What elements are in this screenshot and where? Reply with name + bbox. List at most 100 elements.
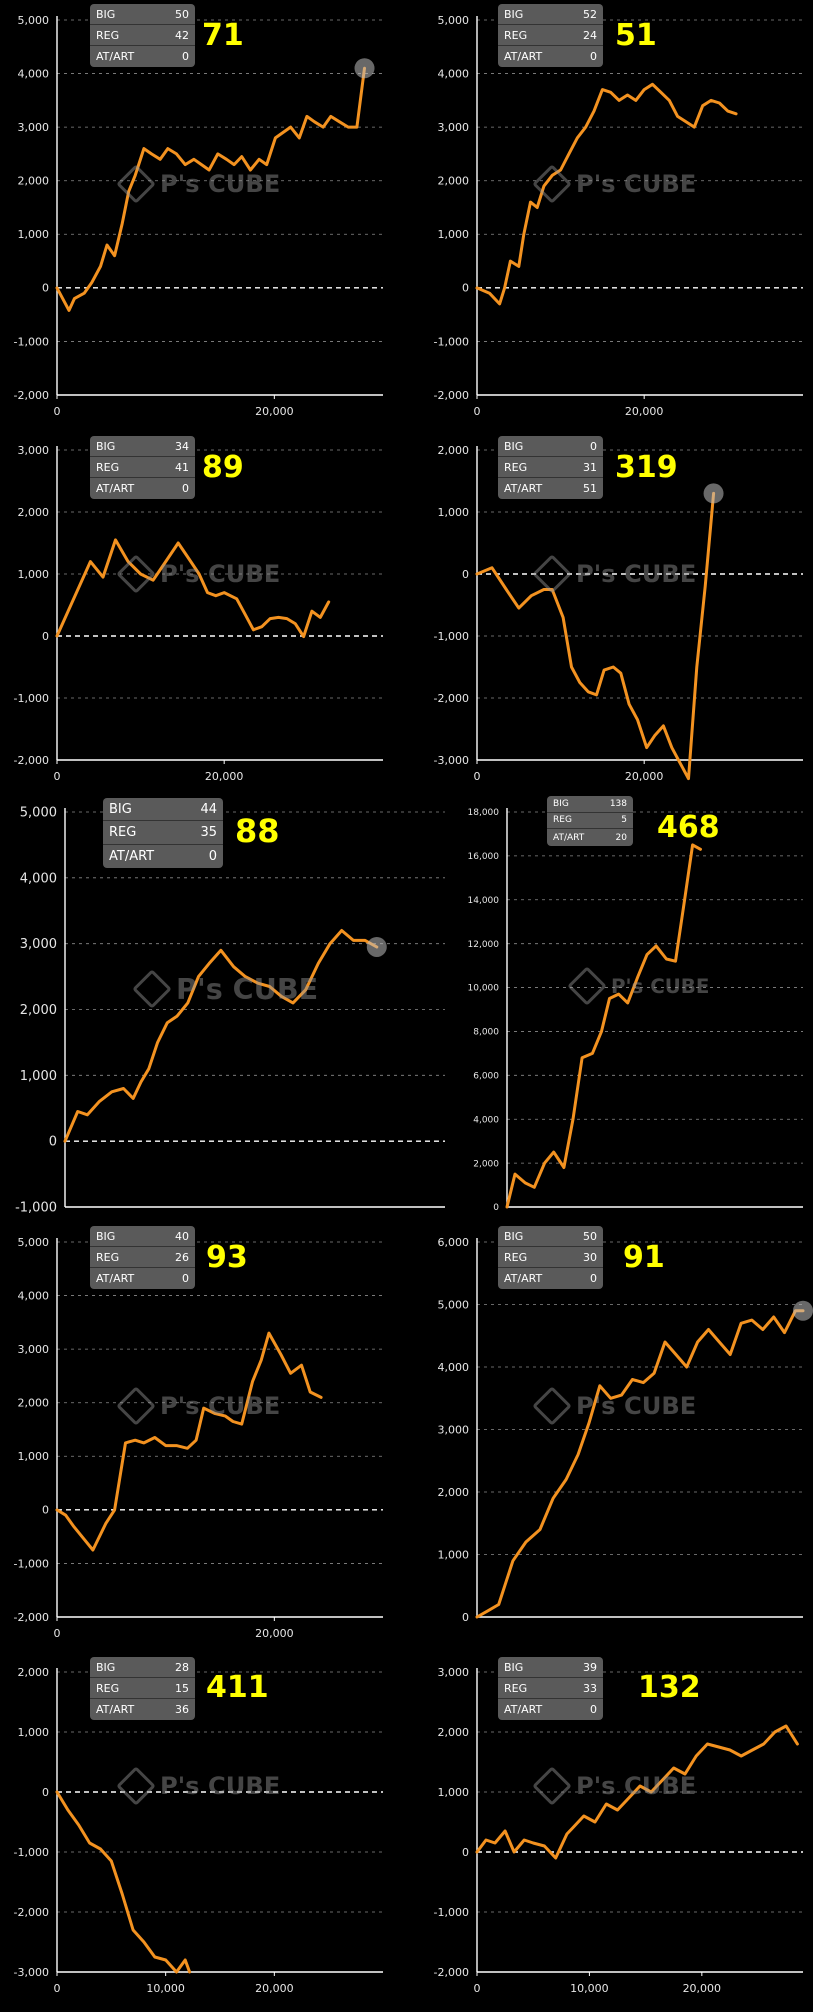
stat-value: 33: [583, 1681, 597, 1695]
line-chart: 5,000 4,000 3,000 2,000 1,000 0 -1,000: [15, 806, 445, 1216]
x-tick-label: 0: [474, 770, 481, 783]
stat-value: 39: [583, 1660, 597, 1674]
stat-label: REG: [504, 28, 528, 42]
y-tick-label: -1,000: [434, 335, 469, 348]
stat-value: 30: [583, 1250, 597, 1264]
y-tick-label: -2,000: [434, 692, 469, 705]
stats-box: BIG 39 REG 33 AT/ART 0: [498, 1657, 603, 1720]
y-tick-label: 2,000: [438, 1486, 470, 1499]
y-tick-label: 8,000: [473, 1028, 499, 1038]
stat-label: AT/ART: [553, 832, 585, 843]
stats-box: BIG 28 REG 15 AT/ART 36: [90, 1657, 195, 1720]
stats-box: BIG 50 REG 30 AT/ART 0: [498, 1226, 603, 1289]
stat-row: AT/ART 0: [498, 1699, 603, 1720]
y-tick-label: 10,000: [468, 984, 500, 994]
y-tick-label: 1,000: [18, 1450, 50, 1463]
y-tick-label: 0: [42, 282, 49, 295]
stat-row: REG 5: [547, 813, 633, 830]
stat-label: REG: [96, 28, 120, 42]
y-tick-label: 0: [42, 630, 49, 643]
chart-panel: 2,000 1,000 0 -1,000 -2,000 -3,000 0 20,000 BIG 0…: [413, 430, 813, 792]
stat-value: 138: [609, 798, 627, 809]
stats-box: BIG 0 REG 31 AT/ART 51: [498, 436, 603, 499]
stats-box: BIG 40 REG 26 AT/ART 0: [90, 1226, 195, 1289]
y-tick-label: 4,000: [438, 1361, 470, 1374]
x-tick-label: 20,000: [255, 1982, 294, 1995]
series-line: [55, 538, 331, 639]
x-tick-label: 20,000: [205, 770, 244, 783]
stat-row: AT/ART 20: [547, 829, 633, 846]
y-tick-label: 5,000: [20, 806, 57, 821]
stat-row: AT/ART 0: [498, 46, 603, 67]
y-tick-label: -1,000: [15, 1201, 57, 1216]
line-chart: 3,000 2,000 1,000 0 -1,000 -2,000 0 20,000: [14, 444, 383, 783]
y-tick-label: -1,000: [14, 1846, 49, 1859]
y-tick-label: 6,000: [438, 1236, 470, 1249]
stat-label: AT/ART: [504, 1703, 543, 1716]
y-tick-label: 4,000: [20, 871, 57, 886]
x-tick-label: 20,000: [625, 770, 664, 783]
stat-label: BIG: [109, 801, 132, 817]
stat-label: REG: [96, 1250, 120, 1264]
stats-box: BIG 50 REG 42 AT/ART 0: [90, 4, 195, 67]
x-tick-label: 20,000: [255, 1627, 294, 1640]
y-tick-label: 2,000: [438, 444, 470, 457]
stat-row: BIG 39: [498, 1657, 603, 1678]
x-tick-label: 0: [474, 1982, 481, 1995]
stat-value: 0: [590, 1272, 597, 1285]
x-tick-label: 10,000: [570, 1982, 609, 1995]
y-tick-label: 5,000: [438, 1298, 470, 1311]
stat-label: REG: [96, 1681, 120, 1695]
y-tick-label: 5,000: [18, 14, 50, 27]
x-tick-label: 10,000: [146, 1982, 185, 1995]
stat-row: REG 31: [498, 457, 603, 478]
x-tick-label: 0: [54, 1982, 61, 1995]
y-tick-label: 2,000: [18, 175, 50, 188]
stat-row: AT/ART 51: [498, 478, 603, 499]
stat-label: AT/ART: [96, 482, 135, 495]
stat-row: AT/ART 0: [103, 845, 223, 868]
game-counter: 93: [206, 1240, 248, 1275]
y-tick-label: 0: [462, 282, 469, 295]
y-tick-label: -2,000: [14, 389, 49, 402]
y-tick-label: 18,000: [468, 808, 500, 818]
y-tick-label: 2,000: [20, 1003, 57, 1018]
stat-label: AT/ART: [504, 50, 543, 63]
stat-label: BIG: [96, 1660, 116, 1674]
y-tick-label: 4,000: [18, 1289, 50, 1302]
x-tick-label: 0: [54, 405, 61, 418]
stat-row: BIG 50: [90, 4, 195, 25]
y-tick-label: -3,000: [434, 754, 469, 767]
y-tick-label: -2,000: [14, 1906, 49, 1919]
chart-panel: 2,000 1,000 0 -1,000 -2,000 -3,000 0 10,000 20,0…: [0, 1652, 400, 2012]
stat-value: 42: [175, 28, 189, 42]
stat-label: BIG: [96, 1229, 116, 1243]
stat-value: 44: [200, 801, 217, 817]
line-chart: 5,000 4,000 3,000 2,000 1,000 0 -1,000 -2,000 0 2…: [14, 1236, 383, 1640]
y-tick-label: -1,000: [14, 1557, 49, 1570]
chart-panel: 3,000 2,000 1,000 0 -1,000 -2,000 0 10,000 20,00…: [413, 1652, 813, 2012]
chart-panel: 6,000 5,000 4,000 3,000 2,000 1,000 0 BIG 50 REG 3…: [413, 1222, 813, 1652]
stat-row: BIG 138: [547, 796, 633, 813]
y-tick-label: -2,000: [434, 1966, 469, 1979]
stat-label: AT/ART: [96, 50, 135, 63]
stat-row: BIG 44: [103, 798, 223, 822]
y-tick-label: 16,000: [468, 852, 500, 862]
end-marker: [366, 936, 387, 957]
stat-row: REG 30: [498, 1247, 603, 1268]
y-tick-label: 2,000: [438, 1726, 470, 1739]
y-tick-label: 0: [462, 568, 469, 581]
game-counter: 88: [235, 812, 280, 850]
stat-row: REG 24: [498, 25, 603, 46]
stat-value: 31: [583, 460, 597, 474]
stat-label: BIG: [96, 439, 116, 453]
x-tick-label: 0: [474, 405, 481, 418]
series-line: [475, 1724, 799, 1860]
y-tick-label: -1,000: [14, 692, 49, 705]
x-tick-label: 20,000: [683, 1982, 722, 1995]
y-tick-label: 3,000: [18, 121, 50, 134]
stat-label: AT/ART: [504, 482, 543, 495]
y-tick-label: 1,000: [438, 1786, 470, 1799]
x-tick-label: 0: [54, 770, 61, 783]
stat-label: AT/ART: [504, 1272, 543, 1285]
